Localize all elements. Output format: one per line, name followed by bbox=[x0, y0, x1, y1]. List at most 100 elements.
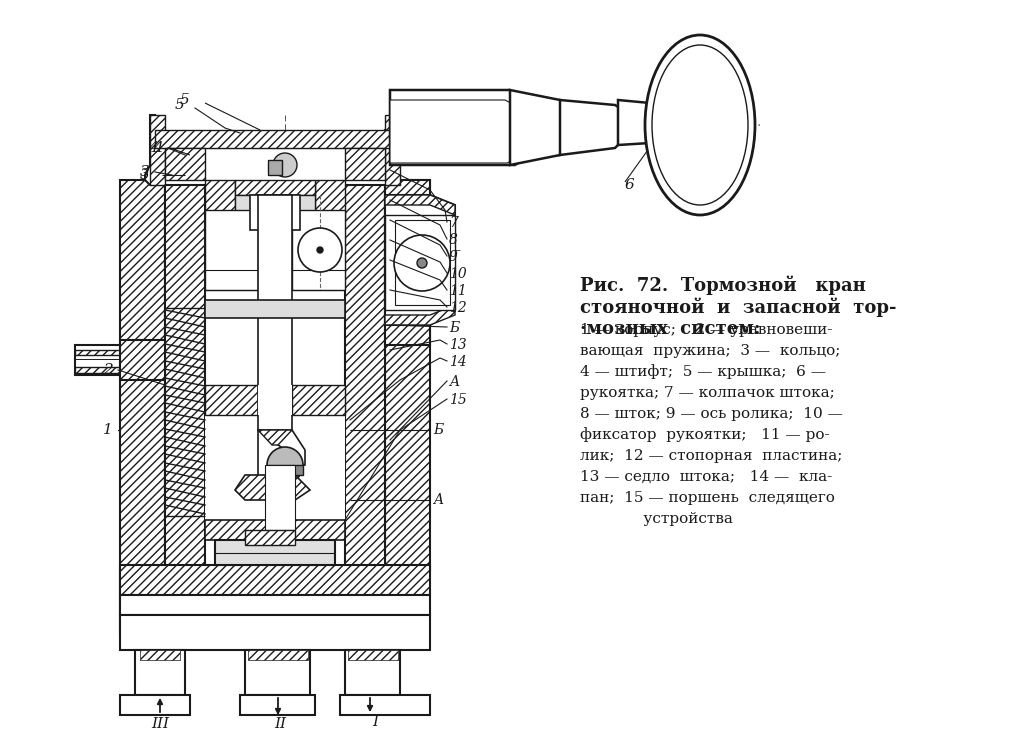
Text: 12: 12 bbox=[449, 301, 467, 315]
Bar bbox=[75, 345, 120, 375]
Bar bbox=[140, 650, 180, 660]
Text: 10: 10 bbox=[449, 267, 467, 281]
Text: Б: Б bbox=[433, 423, 443, 437]
Text: рукоятка; 7 — колпачок штока;: рукоятка; 7 — колпачок штока; bbox=[580, 386, 835, 400]
Text: 6: 6 bbox=[625, 178, 635, 192]
Circle shape bbox=[317, 247, 323, 253]
Bar bbox=[150, 115, 165, 185]
Text: 8 — шток; 9 — ось ролика;  10 —: 8 — шток; 9 — ось ролика; 10 — bbox=[580, 407, 843, 421]
Text: 4: 4 bbox=[148, 141, 158, 155]
Polygon shape bbox=[258, 430, 292, 445]
Bar bbox=[265, 465, 295, 530]
Text: вающая  пружина;  3 —  кольцо;: вающая пружина; 3 — кольцо; bbox=[580, 344, 841, 358]
Text: A: A bbox=[433, 493, 443, 507]
Bar bbox=[205, 210, 258, 290]
Text: 7: 7 bbox=[449, 216, 458, 230]
Bar bbox=[120, 565, 430, 595]
Bar bbox=[205, 300, 345, 318]
Bar bbox=[165, 148, 205, 180]
Bar bbox=[292, 210, 345, 290]
Text: ·мозных  систем:: ·мозных систем: bbox=[580, 320, 761, 338]
Circle shape bbox=[298, 228, 342, 272]
Ellipse shape bbox=[645, 35, 755, 215]
Bar bbox=[165, 180, 205, 570]
Text: лик;  12 — стопорная  пластина;: лик; 12 — стопорная пластина; bbox=[580, 449, 843, 463]
Text: 14: 14 bbox=[449, 355, 467, 369]
Polygon shape bbox=[258, 430, 305, 470]
Polygon shape bbox=[267, 465, 303, 475]
Text: I: I bbox=[372, 715, 378, 729]
Text: 1 — корпус;    2 — уравновеши-: 1 — корпус; 2 — уравновеши- bbox=[580, 323, 833, 337]
Bar bbox=[340, 695, 430, 715]
Text: 5: 5 bbox=[175, 98, 184, 112]
Polygon shape bbox=[510, 90, 565, 165]
Bar bbox=[120, 180, 165, 635]
Text: 13: 13 bbox=[449, 338, 467, 352]
Bar bbox=[120, 695, 190, 715]
Bar bbox=[315, 180, 345, 220]
Bar bbox=[120, 595, 430, 615]
Text: Рис.  72.  Тормозной   кран: Рис. 72. Тормозной кран bbox=[580, 275, 866, 294]
Text: 3: 3 bbox=[140, 165, 150, 179]
Polygon shape bbox=[390, 100, 520, 163]
Bar bbox=[258, 385, 292, 415]
Text: 3: 3 bbox=[140, 168, 150, 182]
Circle shape bbox=[417, 258, 427, 268]
Bar bbox=[348, 650, 398, 660]
Bar bbox=[248, 650, 308, 660]
Polygon shape bbox=[234, 475, 310, 500]
Polygon shape bbox=[385, 305, 455, 325]
Circle shape bbox=[273, 153, 297, 177]
Text: 1: 1 bbox=[103, 423, 113, 437]
Text: III: III bbox=[151, 717, 169, 731]
Bar bbox=[240, 695, 315, 715]
Polygon shape bbox=[385, 195, 455, 215]
Text: 5: 5 bbox=[180, 93, 189, 107]
Bar bbox=[385, 180, 430, 345]
Circle shape bbox=[267, 447, 303, 483]
Bar bbox=[268, 160, 282, 175]
Polygon shape bbox=[618, 100, 655, 145]
Text: 4: 4 bbox=[153, 141, 163, 155]
Bar bbox=[205, 180, 345, 390]
Bar bbox=[345, 148, 385, 180]
Text: пан;  15 — поршень  следящего: пан; 15 — поршень следящего bbox=[580, 491, 835, 505]
Bar bbox=[345, 180, 385, 570]
Text: A: A bbox=[449, 375, 459, 389]
Bar bbox=[234, 180, 315, 195]
Bar bbox=[250, 195, 300, 230]
Circle shape bbox=[394, 235, 450, 291]
Text: фиксатор  рукоятки;   11 — ро-: фиксатор рукоятки; 11 — ро- bbox=[580, 427, 829, 443]
Text: стояночной  и  запасной  тор-: стояночной и запасной тор- bbox=[580, 297, 896, 317]
Text: 13 — седло  штока;   14 —  кла-: 13 — седло штока; 14 — кла- bbox=[580, 470, 833, 484]
Polygon shape bbox=[145, 90, 400, 185]
Bar bbox=[385, 215, 455, 310]
Text: 2: 2 bbox=[103, 363, 113, 377]
Bar bbox=[205, 180, 234, 220]
Bar bbox=[385, 180, 430, 570]
Bar bbox=[345, 650, 400, 695]
Text: 9: 9 bbox=[449, 250, 458, 264]
Bar bbox=[245, 530, 295, 545]
Bar bbox=[205, 415, 345, 530]
Text: устройства: устройства bbox=[580, 512, 733, 526]
Text: 8: 8 bbox=[449, 233, 458, 247]
Polygon shape bbox=[390, 90, 530, 165]
Bar bbox=[75, 350, 120, 355]
Bar bbox=[75, 367, 120, 373]
Bar bbox=[385, 115, 400, 185]
Text: 15: 15 bbox=[449, 393, 467, 407]
Bar bbox=[258, 195, 292, 480]
Text: Б: Б bbox=[449, 321, 459, 335]
Text: 11: 11 bbox=[449, 284, 467, 298]
Bar bbox=[135, 650, 185, 695]
Bar bbox=[120, 340, 165, 380]
Bar bbox=[245, 650, 310, 695]
Bar bbox=[215, 540, 335, 565]
Polygon shape bbox=[385, 195, 455, 325]
Text: 4 — штифт;  5 — крышка;  6 —: 4 — штифт; 5 — крышка; 6 — bbox=[580, 365, 826, 379]
Polygon shape bbox=[560, 100, 620, 155]
Bar bbox=[234, 195, 315, 225]
Bar bbox=[205, 385, 345, 415]
Bar bbox=[205, 520, 345, 540]
